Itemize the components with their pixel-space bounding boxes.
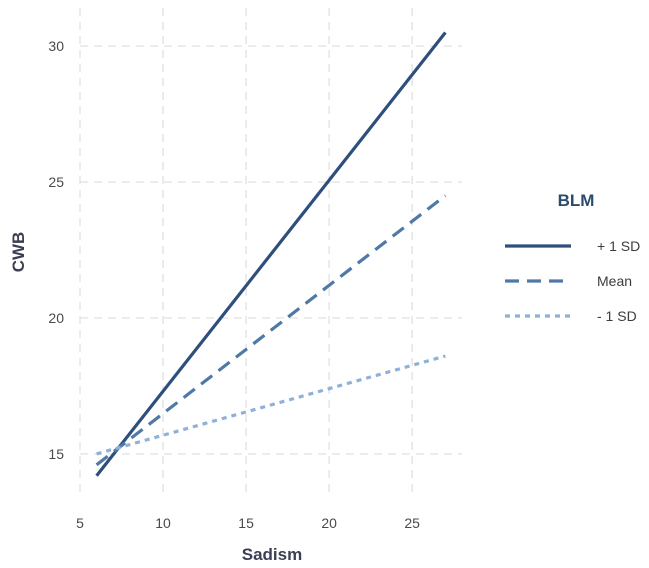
series-lines [95,31,447,477]
x-tick-label: 20 [321,515,337,531]
y-tick-label: 25 [48,174,64,190]
y-tick-label: 30 [48,38,64,54]
x-axis-title: Sadism [242,545,302,564]
legend-label: Mean [597,273,632,289]
gridlines [79,8,462,492]
legend-title: BLM [558,191,595,210]
y-tick-label: 20 [48,310,64,326]
series-line-2 [95,194,447,467]
legend: BLM + 1 SD Mean - 1 SD [505,191,640,324]
series-line-3 [96,354,446,456]
legend-items: + 1 SD Mean - 1 SD [505,238,640,324]
legend-label: - 1 SD [597,308,637,324]
x-tick-label: 25 [404,515,420,531]
x-axis-ticks: 5 10 15 20 25 [76,515,420,531]
x-tick-label: 5 [76,515,84,531]
legend-label: + 1 SD [597,238,640,254]
series-line-1 [95,31,447,477]
x-tick-label: 15 [238,515,254,531]
y-axis-ticks: 15 20 25 30 [48,38,64,462]
y-tick-label: 15 [48,446,64,462]
x-tick-label: 10 [155,515,171,531]
y-axis-title: CWB [9,232,28,273]
